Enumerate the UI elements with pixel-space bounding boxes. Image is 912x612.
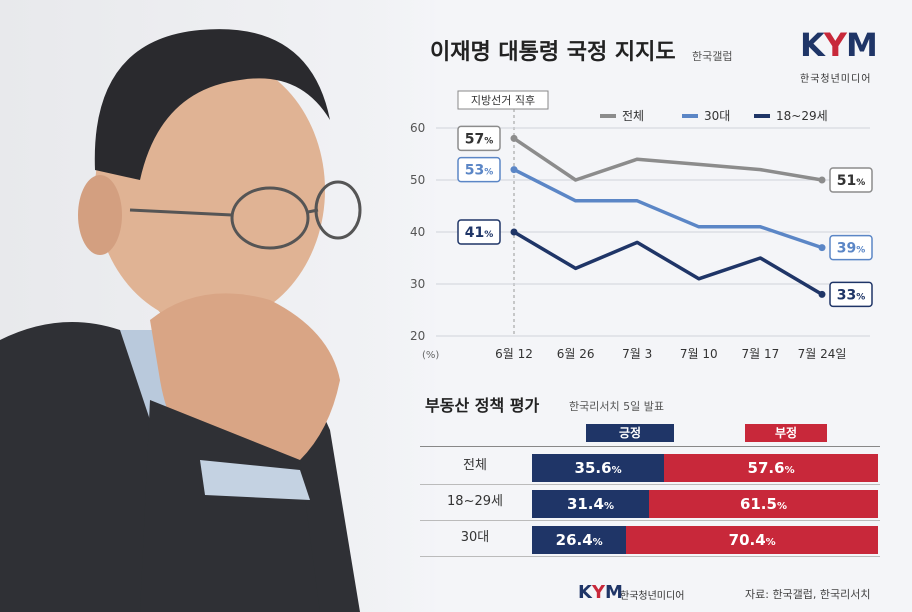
- start-label-box: [457, 219, 501, 245]
- footer-source: 자료: 한국갤럽, 한국리서치: [745, 588, 871, 601]
- start-label-box: [457, 156, 501, 183]
- negative-header: 부정: [745, 424, 827, 442]
- start-label: 41%: [457, 219, 501, 245]
- x-tick-label: 7월 24일: [798, 347, 847, 361]
- x-axis-labels: 6월 12 6월 26 7월 3 7월 10 7월 17 7월 24일: [495, 347, 846, 361]
- row-label: 전체: [463, 458, 487, 473]
- chart-title: 이재명 대통령 국정 지지도: [430, 40, 676, 65]
- row-label: 18~29세: [447, 494, 503, 509]
- annotation-box: [457, 90, 549, 110]
- x-tick-label: 7월 10: [680, 347, 718, 361]
- politician-photo: [0, 0, 430, 612]
- end-label: 33%: [829, 281, 873, 308]
- chart-grid: 20 30 40 50 60 (%): [410, 121, 870, 361]
- negative-bar: 70.4%: [626, 526, 878, 554]
- start-label-box: [457, 125, 501, 152]
- table-top-rule: [420, 446, 880, 447]
- policy-title: 부동산 정책 평가: [425, 396, 540, 415]
- row-divider: [420, 556, 880, 557]
- positive-bar: 26.4%: [532, 526, 627, 554]
- policy-row: 18~29세 31.4% 61.5%: [420, 486, 880, 518]
- x-tick-label: 7월 17: [742, 347, 780, 361]
- row-label: 30대: [460, 530, 490, 545]
- logo-m: M: [845, 26, 878, 64]
- footer-logo-y: Y: [591, 582, 605, 603]
- x-tick-label: 6월 12: [495, 347, 533, 361]
- logo-k: K: [800, 26, 825, 64]
- x-tick-label: 7월 3: [622, 347, 652, 361]
- footer-name: 한국청년미디어: [620, 591, 685, 602]
- footer-logo: KYM: [578, 582, 623, 603]
- annotation-group: 지방선거 직후: [457, 90, 549, 336]
- positive-bar: 35.6%: [532, 454, 665, 482]
- series-line: [513, 168, 823, 250]
- y-tick-label: 60: [410, 121, 425, 135]
- legend-label: 18~29세: [776, 109, 828, 123]
- policy-source: 한국리서치 5일 발표: [569, 400, 664, 413]
- legend-label: 30대: [704, 109, 730, 123]
- approval-line-chart: 전체 30대 18~29세 지방선거 직후 20 30 40 50 60 (%) 57% 51%…: [410, 90, 873, 361]
- footer-logo-m: M: [605, 582, 623, 603]
- data-point: [510, 134, 518, 142]
- negative-bar: 61.5%: [648, 490, 878, 518]
- series-line: [513, 230, 823, 296]
- start-label: 57%: [457, 125, 501, 152]
- annotation-text: 지방선거 직후: [471, 94, 535, 107]
- data-point: [510, 228, 518, 236]
- logo-subtitle: 한국청년미디어: [800, 74, 872, 85]
- row-divider: [420, 520, 880, 521]
- policy-row: 30대 26.4% 70.4%: [420, 522, 880, 554]
- row-divider: [420, 484, 880, 485]
- y-tick-label: 40: [410, 225, 425, 239]
- series-line: [513, 136, 823, 182]
- policy-row: 전체 35.6% 57.6%: [420, 450, 880, 482]
- legend-label: 전체: [622, 109, 644, 123]
- chart-legend: 전체 30대 18~29세: [600, 109, 828, 123]
- kym-logo: KYM: [800, 26, 878, 64]
- negative-bar: 57.6%: [664, 454, 878, 482]
- start-label: 53%: [457, 156, 501, 183]
- chart-series: 57% 51% 53% 39% 41% 33%: [457, 125, 873, 308]
- end-label-box: [829, 234, 873, 261]
- y-tick-label: 20: [410, 329, 425, 343]
- positive-bar: 31.4%: [532, 490, 649, 518]
- positive-header: 긍정: [586, 424, 674, 442]
- data-point: [818, 290, 826, 298]
- data-point: [818, 244, 826, 252]
- x-tick-label: 6월 26: [557, 347, 595, 361]
- y-tick-label: 50: [410, 173, 425, 187]
- end-label: 39%: [829, 234, 873, 261]
- data-point: [510, 166, 518, 174]
- data-point: [818, 176, 826, 184]
- logo-y: Y: [823, 26, 847, 64]
- y-tick-label: 30: [410, 277, 425, 291]
- chart-source: 한국갤럽: [692, 50, 733, 63]
- end-label-box: [829, 167, 873, 193]
- end-label-box: [829, 281, 873, 308]
- footer-logo-k: K: [578, 582, 592, 603]
- end-label: 51%: [829, 167, 873, 193]
- y-unit-label: (%): [422, 350, 439, 361]
